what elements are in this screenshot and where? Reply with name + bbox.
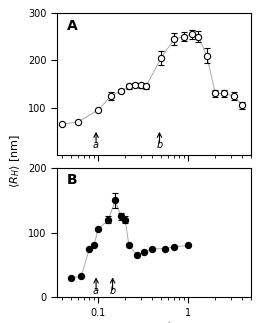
Text: b: b (110, 286, 116, 296)
Text: A: A (67, 19, 77, 33)
Text: b: b (156, 140, 163, 150)
X-axis label: N$^-$/N$^+$: N$^-$/N$^+$ (134, 320, 174, 323)
Text: $\langle R_H \rangle$ [nm]: $\langle R_H \rangle$ [nm] (8, 135, 21, 188)
Text: a: a (93, 286, 99, 296)
Text: a: a (93, 140, 99, 150)
Text: B: B (67, 173, 77, 187)
